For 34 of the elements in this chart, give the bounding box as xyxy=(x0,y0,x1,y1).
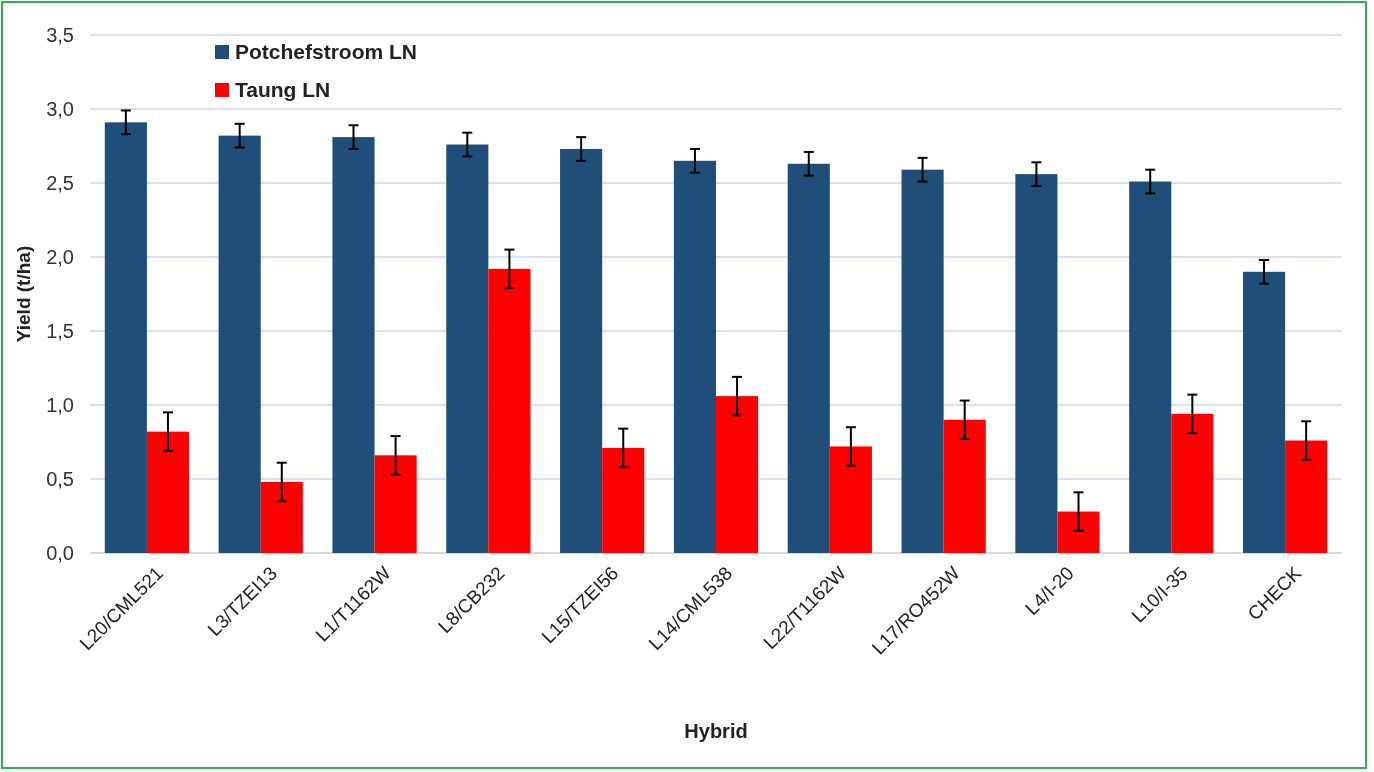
bar xyxy=(1242,271,1286,553)
legend-label: Taung LN xyxy=(235,78,331,102)
bar xyxy=(332,137,375,553)
y-tick-label: 3,0 xyxy=(46,98,74,120)
bar xyxy=(602,447,645,553)
bar xyxy=(488,268,531,553)
bar xyxy=(829,446,872,553)
bar xyxy=(560,148,603,553)
bar xyxy=(374,455,417,553)
bar xyxy=(943,419,986,553)
bar xyxy=(218,135,261,553)
bar xyxy=(1171,413,1214,553)
y-tick-label: 2,5 xyxy=(46,172,74,194)
bar xyxy=(1057,511,1100,553)
bar xyxy=(446,144,489,553)
y-tick-label: 1,5 xyxy=(46,320,74,342)
bar xyxy=(1285,440,1328,553)
y-tick-label: 1,0 xyxy=(46,394,74,416)
y-axis-title: Yield (t/ha) xyxy=(13,245,34,343)
bar xyxy=(146,431,190,553)
bar xyxy=(901,169,944,553)
bar xyxy=(673,160,716,553)
bar xyxy=(260,481,303,553)
bar xyxy=(787,163,830,553)
bar xyxy=(104,122,147,553)
y-tick-label: 0,0 xyxy=(46,542,74,564)
y-tick-label: 0,5 xyxy=(46,468,74,490)
y-tick-label: 2,0 xyxy=(46,246,74,268)
bar xyxy=(1129,181,1172,553)
bar xyxy=(1015,174,1058,553)
y-tick-label: 3,5 xyxy=(46,24,74,46)
bar xyxy=(716,396,759,553)
legend-label: Potchefstroom LN xyxy=(235,40,418,64)
x-axis-title: Hybrid xyxy=(684,720,748,742)
